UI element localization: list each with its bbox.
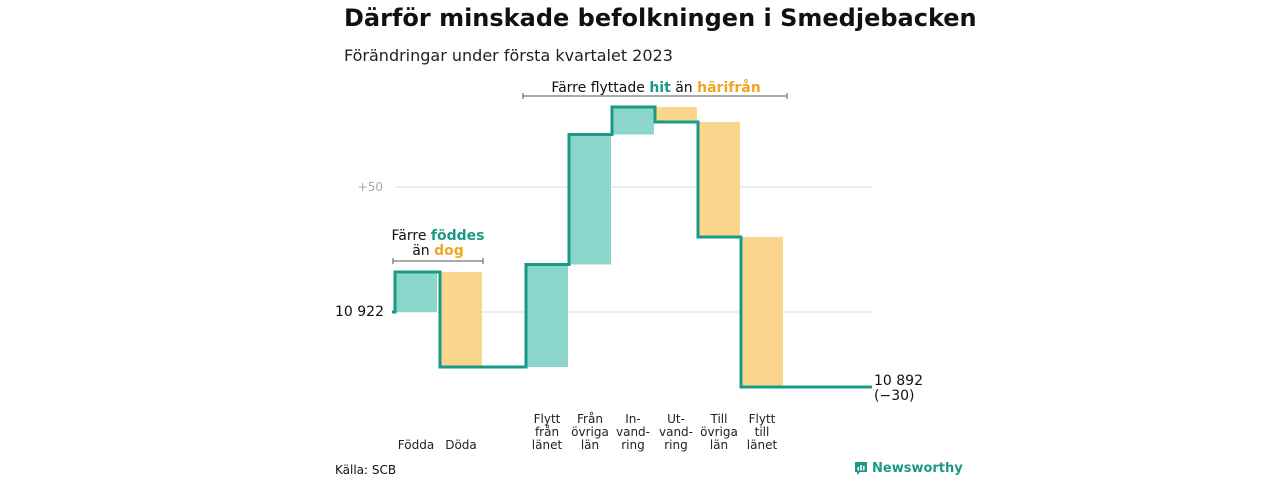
bar-2	[526, 264, 568, 367]
births-annotation-line2: än dog	[412, 243, 464, 259]
y-tick-label: +50	[358, 180, 383, 194]
brand-logo[interactable]: Newsworthy	[854, 461, 963, 476]
chart-subtitle: Förändringar under första kvartalet 2023	[344, 46, 673, 65]
bar-6	[698, 122, 740, 237]
x-label-5-0: Ut-	[667, 412, 685, 426]
x-label-2-2: länet	[532, 438, 563, 452]
x-label-1-0: Döda	[445, 438, 477, 452]
bar-0	[395, 272, 437, 312]
x-label-2-0: Flytt	[534, 412, 561, 426]
x-label-0-0: Födda	[398, 438, 434, 452]
bar-7	[741, 237, 783, 387]
x-label-7-0: Flytt	[749, 412, 776, 426]
end-change-label: (−30)	[874, 388, 914, 404]
births-annotation-line1: Färre föddes	[392, 228, 485, 244]
x-label-3-2: län	[581, 438, 599, 452]
x-label-5-2: ring	[664, 438, 688, 452]
start-value-label: 10 922	[335, 304, 384, 320]
bar-4	[612, 107, 654, 135]
x-label-6-0: Till	[710, 412, 728, 426]
x-label-2-1: från	[535, 425, 559, 439]
x-label-7-1: till	[755, 425, 770, 439]
x-label-5-1: vand-	[659, 425, 693, 439]
source-note: Källa: SCB	[335, 463, 397, 477]
x-label-4-1: vand-	[616, 425, 650, 439]
x-label-6-2: län	[710, 438, 728, 452]
bar-3	[569, 134, 611, 265]
x-label-6-1: övriga	[700, 425, 738, 439]
chart-title: Därför minskade befolkningen i Smedjebac…	[344, 4, 977, 32]
x-label-4-2: ring	[621, 438, 645, 452]
x-label-3-1: övriga	[571, 425, 609, 439]
end-value-label: 10 892	[874, 373, 923, 389]
bar-1	[440, 272, 482, 367]
x-label-4-0: In-	[625, 412, 640, 426]
migration-annotation: Färre flyttade hit än härifrån	[551, 79, 760, 96]
x-label-7-2: länet	[747, 438, 778, 452]
brand-name: Newsworthy	[872, 461, 963, 476]
bar-5	[655, 107, 697, 122]
chat-chart-icon	[855, 462, 867, 475]
cumulative-line	[392, 105, 872, 389]
x-label-3-0: Från	[577, 412, 603, 426]
